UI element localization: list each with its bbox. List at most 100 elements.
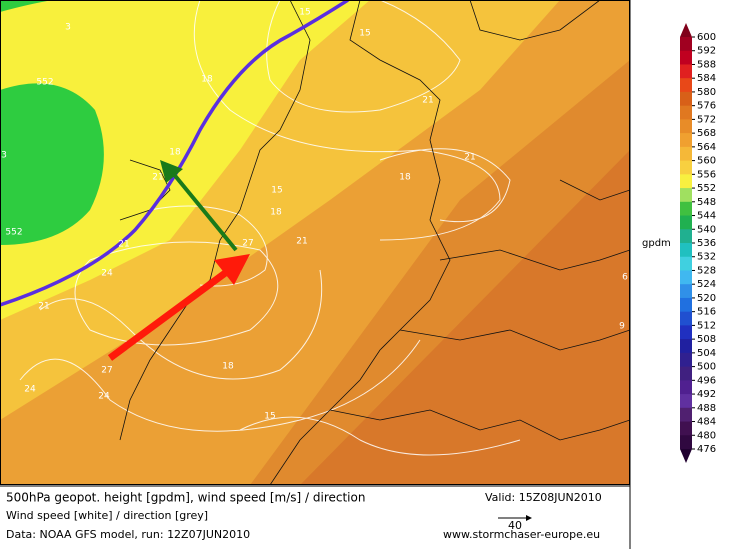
contour-labels: 15 15 3 552 18 21 18 21 21 18 15 18 21 27 552 21 24 21 6 9 2… xyxy=(1,8,628,422)
contour-label: 6 xyxy=(622,273,628,283)
contour-label: 18 xyxy=(222,362,234,372)
colorbar-segment xyxy=(680,339,692,354)
colorbar-label: 500 xyxy=(697,362,716,373)
colorbar-extension xyxy=(680,449,692,463)
trough-line xyxy=(0,0,349,307)
colorbar-segment xyxy=(680,366,692,381)
contour-label: 21 xyxy=(422,96,433,106)
wind-contours xyxy=(19,0,521,456)
contour-label: 3 xyxy=(1,151,7,161)
footer-site: www.stormchaser-europe.eu xyxy=(443,528,600,541)
colorbar-label: 544 xyxy=(697,211,716,222)
contour-label: 18 xyxy=(201,75,213,85)
red-arrow xyxy=(107,265,235,361)
colorbar-label: 552 xyxy=(697,183,716,194)
colorbar-segment xyxy=(680,37,692,52)
green-arrow xyxy=(170,170,238,252)
contour-label: 21 xyxy=(296,237,307,247)
colorbar-label: 600 xyxy=(697,32,716,43)
green-arrowhead xyxy=(160,160,183,183)
contour-label: 21 xyxy=(464,153,475,163)
colorbar-label: 484 xyxy=(697,417,716,428)
colorbar-label: 524 xyxy=(697,279,716,290)
contour-label: 24 xyxy=(24,385,36,395)
colorbar-segment xyxy=(680,78,692,93)
contour-label: 18 xyxy=(169,148,181,158)
colorbar-label: 532 xyxy=(697,252,716,263)
colorbar-segment xyxy=(680,160,692,175)
colorbar-segment xyxy=(680,119,692,134)
contour-label: 18 xyxy=(270,208,282,218)
colorbar-segment xyxy=(680,297,692,313)
colorbar-label: 512 xyxy=(697,320,716,331)
colorbar-label: 572 xyxy=(697,114,716,125)
contour-label: 27 xyxy=(101,366,112,376)
contour-label: 24 xyxy=(101,269,113,279)
contour-label: 24 xyxy=(98,392,110,402)
colorbar: gpdm 600 592 588 584 580 576 572 568 564 560 556 55… xyxy=(642,23,716,463)
contour-label: 21 xyxy=(118,240,129,250)
contour-label: 15 xyxy=(299,8,310,18)
map: 15 15 3 552 18 21 18 21 21 18 15 18 21 27 552 21 24 21 6 9 2… xyxy=(0,0,630,485)
colorbar-segment xyxy=(680,352,692,368)
colorbar-segment xyxy=(680,325,692,340)
colorbar-extension xyxy=(680,23,692,37)
footer-valid: Valid: 15Z08JUN2010 xyxy=(485,491,602,504)
colorbar-label: 560 xyxy=(697,156,716,167)
colorbar-label: 568 xyxy=(697,128,716,139)
colorbar-segment xyxy=(680,284,692,299)
contour-label: 21 xyxy=(152,173,163,183)
footer-line: Data: NOAA GFS model, run: 12Z07JUN2010 xyxy=(6,528,250,541)
colorbar-label: 540 xyxy=(697,224,716,235)
colorbar-label: 504 xyxy=(697,348,716,359)
colorbar-segment xyxy=(680,215,692,230)
colorbar-segment xyxy=(680,201,692,217)
colorbar-segment xyxy=(680,188,692,203)
colorbar-segment xyxy=(680,133,692,148)
contour-label: 9 xyxy=(619,322,625,332)
contour-label: 21 xyxy=(38,302,49,312)
colorbar-segment xyxy=(680,229,692,244)
country-borders xyxy=(119,0,630,485)
contour-label: 15 xyxy=(264,412,275,422)
colorbar-segment xyxy=(680,105,692,120)
colorbar-label: 496 xyxy=(697,375,716,386)
green-area xyxy=(0,83,104,245)
colorbar-label: 508 xyxy=(697,334,716,345)
contour-label: 15 xyxy=(271,186,282,196)
colorbar-segment xyxy=(680,407,692,423)
colorbar-segment xyxy=(680,394,692,409)
scale-arrowhead xyxy=(526,515,532,521)
colorbar-label: 548 xyxy=(697,197,716,208)
colorbar-segment xyxy=(680,174,692,189)
colorbar-segment xyxy=(680,380,692,395)
colorbar-label: 564 xyxy=(697,142,716,153)
contour-label: 552 xyxy=(5,228,22,238)
colorbar-label: 488 xyxy=(697,403,716,414)
contour-label: 552 xyxy=(36,78,53,88)
contour-label: 18 xyxy=(399,173,411,183)
colorbar-segment xyxy=(680,421,692,436)
colorbar-label: 520 xyxy=(697,293,716,304)
colorbar-label: 492 xyxy=(697,389,716,400)
green-area xyxy=(0,0,110,12)
colorbar-segment xyxy=(680,256,692,271)
colorbar-label: 480 xyxy=(697,430,716,441)
contour-label: 15 xyxy=(359,29,370,39)
footer-line: Wind speed [white] / direction [grey] xyxy=(6,509,208,522)
colorbar-segment xyxy=(680,243,692,258)
contour-label: 27 xyxy=(242,239,253,249)
colorbar-label: 528 xyxy=(697,265,716,276)
colorbar-segment xyxy=(680,270,692,285)
contour-label: 3 xyxy=(65,23,71,33)
colorbar-label: 476 xyxy=(697,444,716,455)
colorbar-segment xyxy=(680,435,692,450)
colorbar-label: 556 xyxy=(697,169,716,180)
footer-title: 500hPa geopot. height [gpdm], wind speed… xyxy=(6,491,365,505)
colorbar-segment xyxy=(680,311,692,326)
colorbar-label: 576 xyxy=(697,101,716,112)
colorbar-label: 592 xyxy=(697,46,716,57)
colorbar-segment xyxy=(680,50,692,65)
colorbar-label: 584 xyxy=(697,73,716,84)
